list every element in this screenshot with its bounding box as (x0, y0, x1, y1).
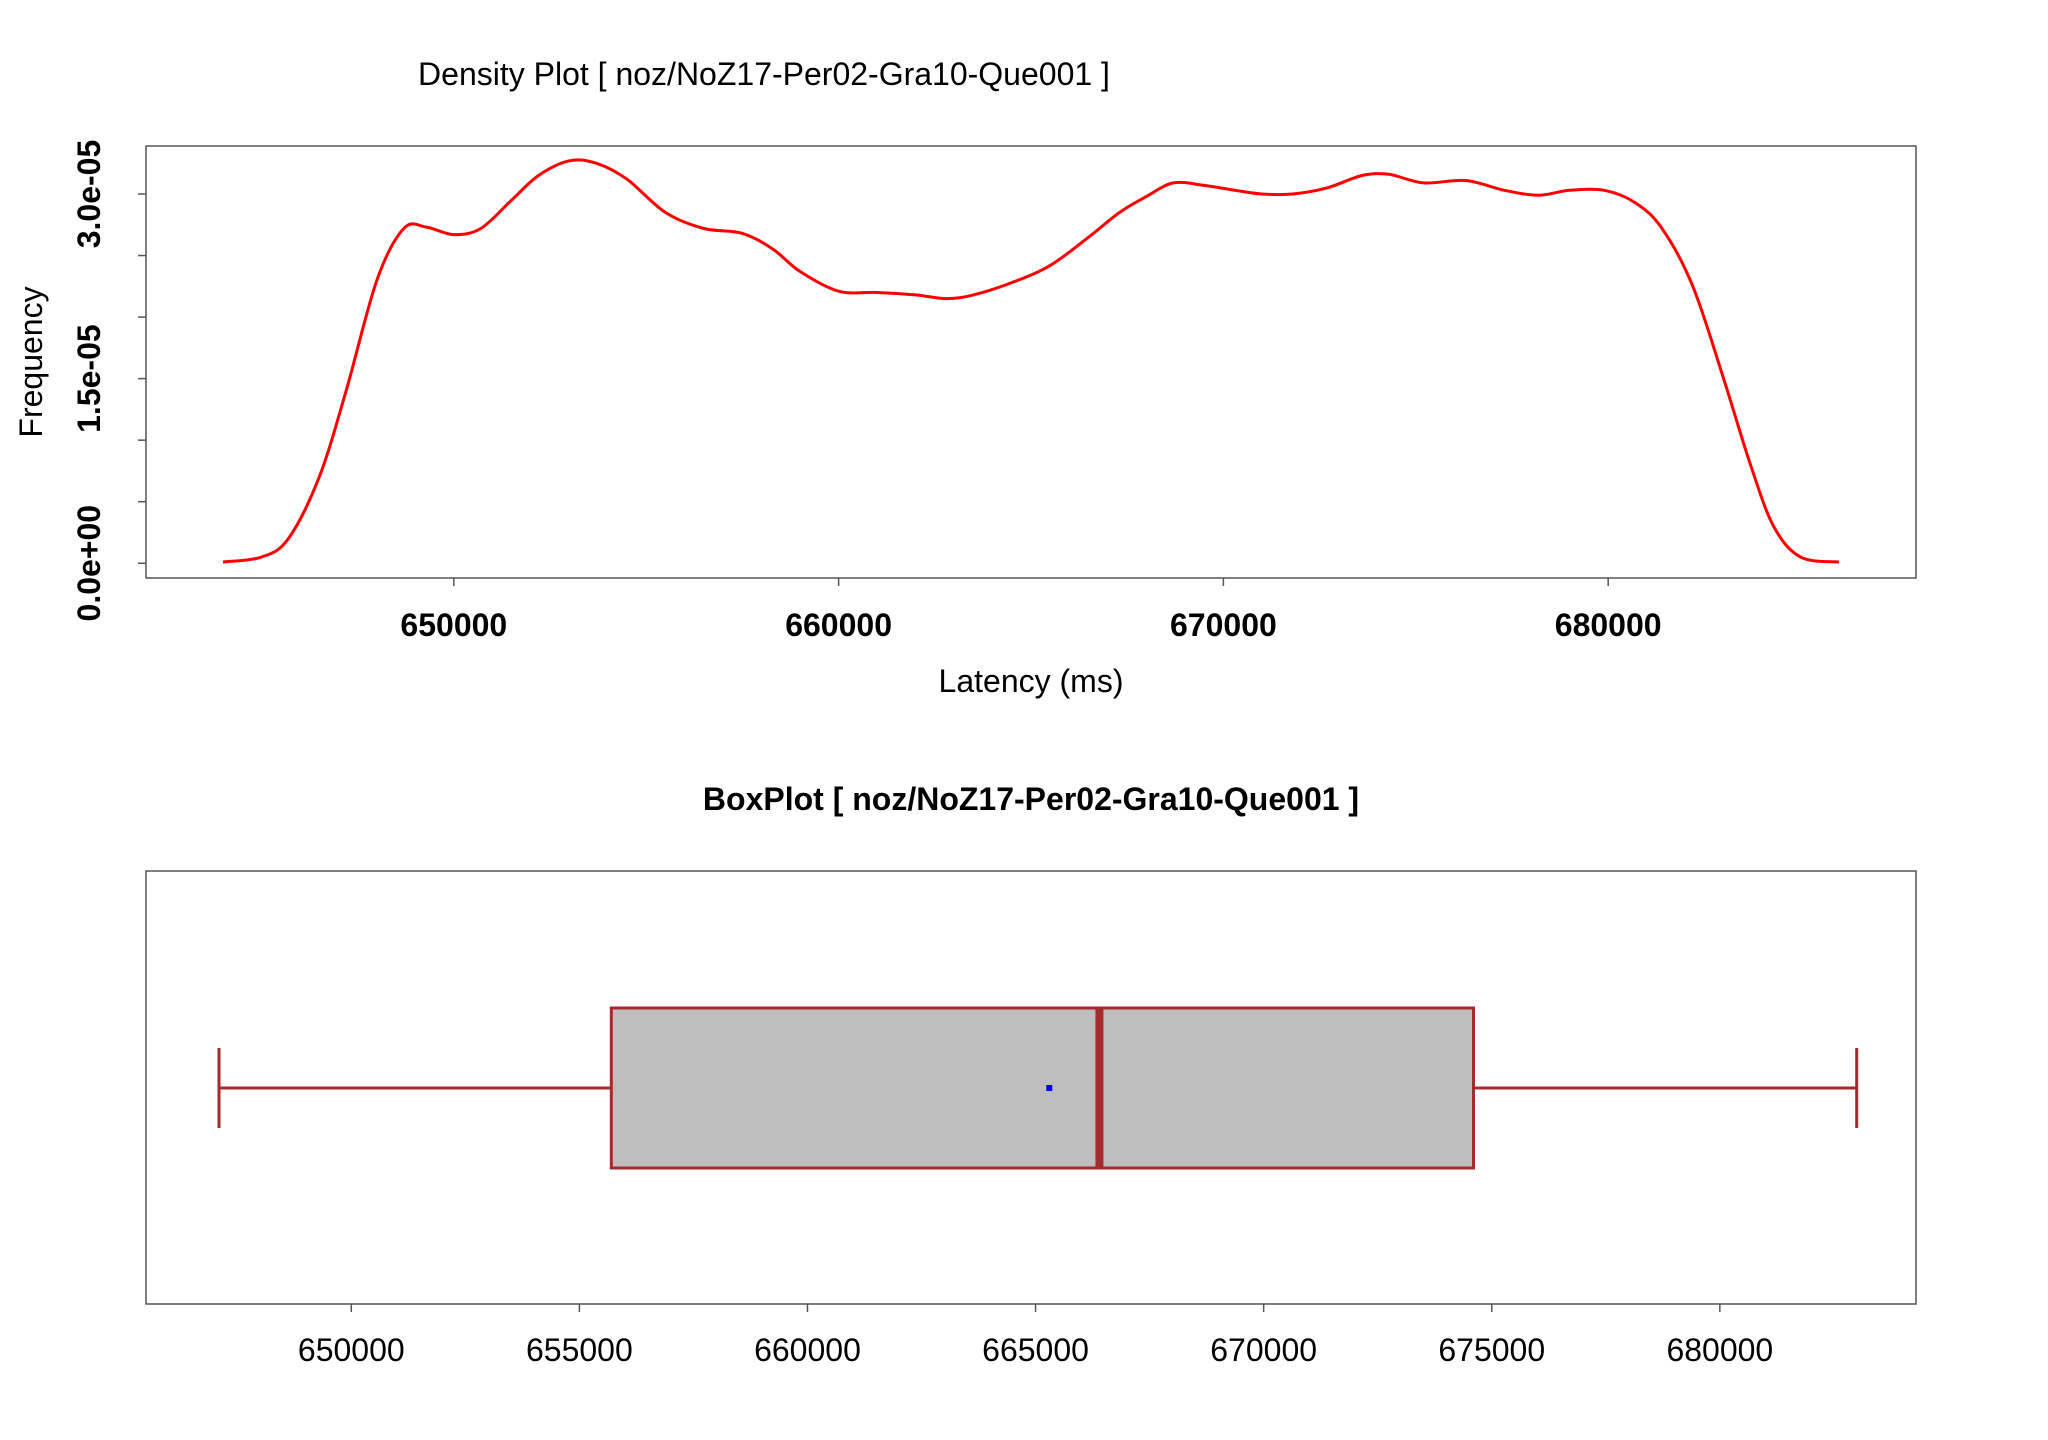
density-x-tick-label: 660000 (785, 607, 892, 643)
boxplot-title: BoxPlot [ noz/NoZ17-Per02-Gra10-Que001 ] (703, 781, 1359, 817)
density-x-tick-label: 650000 (400, 607, 507, 643)
boxplot-x-tick-label: 665000 (982, 1332, 1089, 1368)
density-y-label: Frequency (13, 286, 49, 437)
density-y-tick-label: 0.0e+00 (71, 505, 107, 622)
boxplot-marks (217, 1006, 1859, 1170)
boxplot-x-tick-label: 655000 (526, 1332, 633, 1368)
density-panel: Density Plot [ noz/NoZ17-Per02-Gra10-Que… (13, 56, 1917, 699)
density-y-tick-label: 3.0e-05 (71, 140, 107, 249)
boxplot-frame (145, 870, 1917, 1305)
boxplot-x-tick-label: 680000 (1666, 1332, 1773, 1368)
boxplot-x-tick-label: 675000 (1438, 1332, 1545, 1368)
density-x-tick-label: 680000 (1555, 607, 1662, 643)
density-title: Density Plot [ noz/NoZ17-Per02-Gra10-Que… (418, 56, 1110, 92)
density-frame (145, 145, 1917, 579)
boxplot-x-tick-label: 650000 (298, 1332, 405, 1368)
density-y-tick-label: 1.5e-05 (71, 324, 107, 433)
mean-point (1046, 1085, 1053, 1091)
density-line (222, 158, 1840, 564)
boxplot-x-axis: 650000 655000 660000 665000 670000 675000 6800… (298, 1304, 1773, 1368)
boxplot-panel: BoxPlot [ noz/NoZ17-Per02-Gra10-Que001 ]… (145, 781, 1917, 1368)
boxplot-x-tick-label: 660000 (754, 1332, 861, 1368)
interquartile-box (609, 1006, 1475, 1170)
density-x-tick-label: 670000 (1170, 607, 1277, 643)
density-x-axis: 650000 660000 670000 680000 (400, 578, 1662, 643)
density-y-axis: 0.0e+00 1.5e-05 3.0e-05 (71, 140, 146, 622)
boxplot-x-tick-label: 670000 (1210, 1332, 1317, 1368)
density-x-label: Latency (ms) (939, 663, 1124, 699)
